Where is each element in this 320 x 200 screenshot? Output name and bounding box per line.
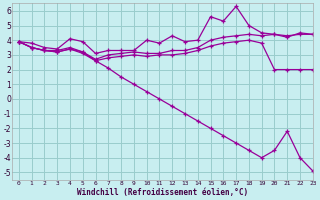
X-axis label: Windchill (Refroidissement éolien,°C): Windchill (Refroidissement éolien,°C) [77,188,248,197]
